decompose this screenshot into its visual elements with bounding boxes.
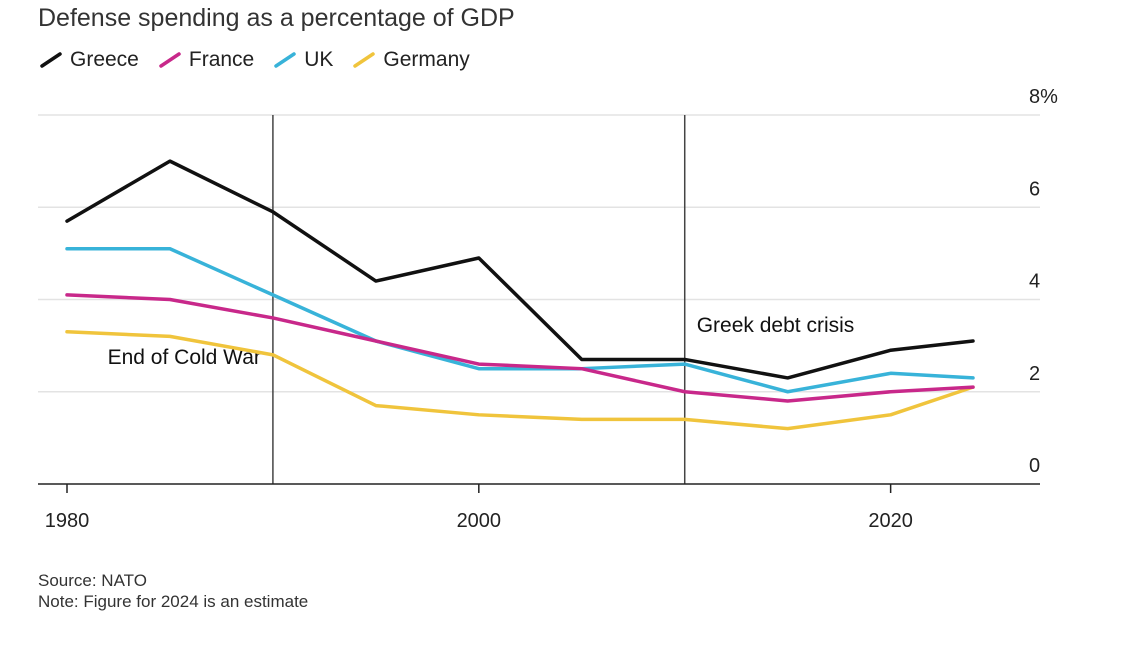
legend-label: Greece: [70, 48, 139, 71]
source-note: Source: NATO: [38, 571, 147, 590]
chart-title: Defense spending as a percentage of GDP: [38, 4, 515, 32]
annotation-label: Greek debt crisis: [697, 314, 855, 337]
x-tick-label: 2020: [868, 510, 913, 532]
series-line-germany: [65, 330, 975, 431]
y-tick-label: 2: [1029, 363, 1040, 385]
line-chart: End of Cold War Greek debt crisis 0 2 4 6 8% 1…: [38, 86, 1058, 532]
series-lines: [65, 159, 975, 431]
series-line-greece: [65, 159, 975, 380]
chart-footer: Source: NATO Note: Figure for 2024 is an…: [38, 570, 308, 612]
legend-item-uk: UK: [274, 48, 333, 72]
legend-label: UK: [304, 48, 334, 71]
series-line-france: [65, 293, 975, 403]
axes: 0 2 4 6 8% 1980 2000 2020: [38, 86, 1058, 532]
legend-swatch: [40, 52, 62, 68]
legend-swatch: [353, 52, 376, 68]
x-tick-label: 1980: [45, 510, 90, 532]
x-tick-label: 2000: [457, 510, 502, 532]
y-tick-label: 8%: [1029, 86, 1058, 108]
annotation-label: End of Cold War: [108, 346, 261, 369]
legend-item-france: France: [159, 48, 254, 72]
chart-legend: Greece France UK Germany: [40, 48, 470, 72]
y-tick-label: 4: [1029, 271, 1040, 293]
legend-item-germany: Germany: [353, 48, 470, 72]
annotations: End of Cold War Greek debt crisis: [108, 115, 855, 484]
series-line-uk: [65, 247, 975, 394]
legend-item-greece: Greece: [40, 48, 139, 72]
legend-label: Germany: [383, 48, 470, 71]
legend-swatch: [274, 52, 296, 68]
legend-label: France: [188, 48, 255, 71]
estimate-note: Note: Figure for 2024 is an estimate: [38, 592, 309, 611]
y-tick-label: 0: [1029, 455, 1040, 477]
legend-swatch: [159, 52, 181, 68]
y-tick-label: 6: [1029, 178, 1040, 200]
